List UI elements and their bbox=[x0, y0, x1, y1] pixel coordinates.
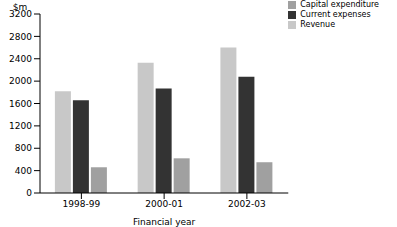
svg-text:1998-99: 1998-99 bbox=[63, 199, 101, 209]
svg-text:0: 0 bbox=[26, 188, 32, 198]
svg-text:Financial year: Financial year bbox=[133, 217, 196, 227]
svg-text:2002-03: 2002-03 bbox=[228, 199, 266, 209]
html-text:Capital expenditure: Capital expenditure bbox=[300, 0, 379, 9]
svg-text:2400: 2400 bbox=[9, 54, 32, 64]
html-text:Revenue: Revenue bbox=[300, 20, 336, 29]
svg-text:3200: 3200 bbox=[9, 9, 32, 20]
svg-text:400: 400 bbox=[15, 166, 32, 176]
svg-text:1200: 1200 bbox=[9, 121, 32, 131]
svg-text:800: 800 bbox=[15, 143, 32, 153]
svg-text:2000-01: 2000-01 bbox=[145, 199, 183, 209]
html-text:Current expenses: Current expenses bbox=[300, 10, 371, 19]
svg-text:1600: 1600 bbox=[9, 99, 32, 109]
svg-text:2800: 2800 bbox=[9, 32, 32, 42]
svg-text:$m: $m bbox=[13, 2, 28, 12]
svg-text:2000: 2000 bbox=[9, 76, 32, 86]
